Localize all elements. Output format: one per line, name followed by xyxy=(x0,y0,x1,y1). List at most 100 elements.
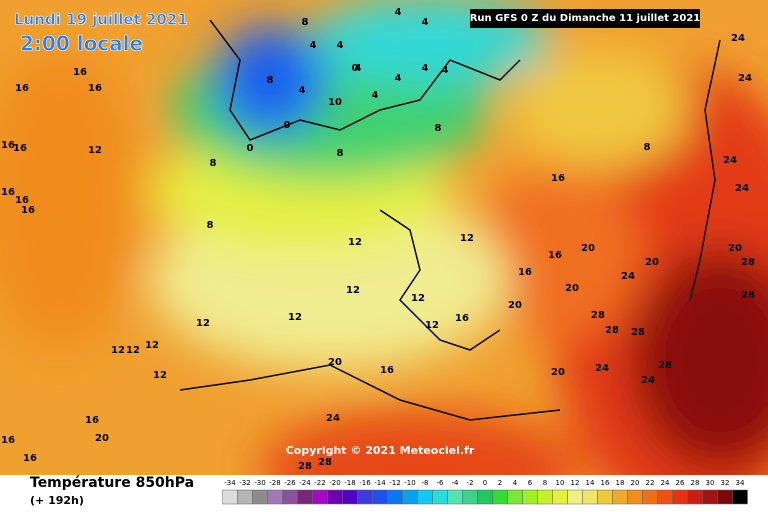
scale-label: -20 xyxy=(329,479,340,487)
scale-label: -6 xyxy=(437,479,445,487)
isotherm-label: 16 xyxy=(73,67,87,78)
isotherm-label: 12 xyxy=(145,340,159,351)
isotherm-label: 20 xyxy=(728,243,742,254)
isotherm-label: 20 xyxy=(95,433,109,444)
scale-label: -14 xyxy=(374,479,386,487)
isotherm-label: 0 xyxy=(247,143,254,154)
scale-label: -34 xyxy=(224,479,236,487)
scale-label: 26 xyxy=(676,479,685,487)
isotherm-label: 12 xyxy=(411,293,425,304)
scale-swatch xyxy=(327,489,343,505)
scale-label: -28 xyxy=(269,479,280,487)
run-info: Run GFS 0 Z du Dimanche 11 juillet 2021 xyxy=(470,13,701,24)
isotherm-label: 28 xyxy=(741,290,755,301)
scale-swatch xyxy=(477,489,493,505)
scale-swatch xyxy=(627,489,643,505)
scale-label: 20 xyxy=(631,479,640,487)
isotherm-label: 8 xyxy=(267,75,274,86)
scale-swatch xyxy=(387,489,403,505)
isotherm-label: 0 xyxy=(352,63,359,74)
isotherm-label: 4 xyxy=(442,65,449,76)
scale-swatch xyxy=(612,489,628,505)
isotherm-label: 20 xyxy=(551,367,565,378)
run-banner xyxy=(470,9,700,28)
isotherm-label: 28 xyxy=(631,327,645,338)
scale-swatch xyxy=(522,489,538,505)
isotherm-label: 20 xyxy=(581,243,595,254)
scale-swatch xyxy=(222,489,238,505)
isotherm-label: 28 xyxy=(741,257,755,268)
isotherm-label: 8 xyxy=(210,158,217,169)
scale-swatch xyxy=(267,489,283,505)
footer-title: Température 850hPa xyxy=(30,475,194,491)
date: Lundi 19 juillet 2021 xyxy=(14,11,188,29)
isotherm-label: 16 xyxy=(551,173,565,184)
isotherm-label: 12 xyxy=(288,312,302,323)
isotherm-label: 12 xyxy=(196,318,210,329)
scale-label: -2 xyxy=(467,479,474,487)
scale-label: -24 xyxy=(299,479,311,487)
isotherm-label: 16 xyxy=(15,83,29,94)
isotherm-label: 12 xyxy=(425,320,439,331)
scale-swatch xyxy=(642,489,658,505)
scale-swatch xyxy=(282,489,298,505)
isotherm-label: 24 xyxy=(326,413,340,424)
scale-swatch xyxy=(537,489,553,505)
scale-label: 14 xyxy=(586,479,595,487)
isotherm-label: 12 xyxy=(460,233,474,244)
isotherm-label: 24 xyxy=(723,155,737,166)
isotherm-label: 28 xyxy=(318,457,332,468)
isotherm-label: 28 xyxy=(298,461,312,472)
scale-label: 18 xyxy=(616,479,625,487)
scale-label: 30 xyxy=(706,479,715,487)
scale-swatch xyxy=(492,489,508,505)
scale-label: 10 xyxy=(556,479,565,487)
isotherm-label: 16 xyxy=(380,365,394,376)
scale-swatch xyxy=(567,489,583,505)
isotherm-label: 16 xyxy=(15,195,29,206)
scale-label: 28 xyxy=(691,479,700,487)
scale-swatch xyxy=(717,489,733,505)
scale-swatch xyxy=(432,489,448,505)
scale-swatch xyxy=(732,489,748,505)
isotherm-label: 16 xyxy=(88,83,102,94)
isotherm-label: 4 xyxy=(310,40,317,51)
scale-swatch xyxy=(582,489,598,505)
isotherm-label: 4 xyxy=(395,7,402,18)
scale-label: -12 xyxy=(389,479,400,487)
isotherm-label: 24 xyxy=(738,73,752,84)
scale-label: 6 xyxy=(528,479,533,487)
scale-swatch xyxy=(312,489,328,505)
isotherm-label: 28 xyxy=(658,360,672,371)
isotherm-label: 10 xyxy=(328,97,342,108)
scale-swatch xyxy=(672,489,688,505)
isotherm-label: 0 xyxy=(284,120,291,131)
scale-swatch xyxy=(357,489,373,505)
isotherm-label: 12 xyxy=(346,285,360,296)
scale-label: 22 xyxy=(646,479,655,487)
isotherm-label: 16 xyxy=(518,267,532,278)
isotherm-label: 16 xyxy=(21,205,35,216)
isotherm-label: 20 xyxy=(645,257,659,268)
isotherm-label: 4 xyxy=(299,85,306,96)
isotherm-label: 24 xyxy=(731,33,745,44)
scale-label: 8 xyxy=(543,479,547,487)
scale-label: -8 xyxy=(422,479,429,487)
isotherm-label: 16 xyxy=(1,435,15,446)
isotherm-label: 20 xyxy=(508,300,522,311)
scale-swatch xyxy=(597,489,613,505)
scale-label: 4 xyxy=(513,479,518,487)
isotherm-label: 12 xyxy=(153,370,167,381)
scale-label: 32 xyxy=(721,479,730,487)
scale-swatch xyxy=(372,489,388,505)
scale-label: 24 xyxy=(661,479,670,487)
scale-label: 34 xyxy=(736,479,745,487)
scale-label: -10 xyxy=(404,479,415,487)
color-scale: -34 -32 -30 -28 -26 -24 -22 -20 -18 -16 -14 -12 -10-… xyxy=(222,479,748,505)
scale-swatch xyxy=(342,489,358,505)
isotherm-label: 28 xyxy=(591,310,605,321)
isotherm-label: 12 xyxy=(126,345,140,356)
